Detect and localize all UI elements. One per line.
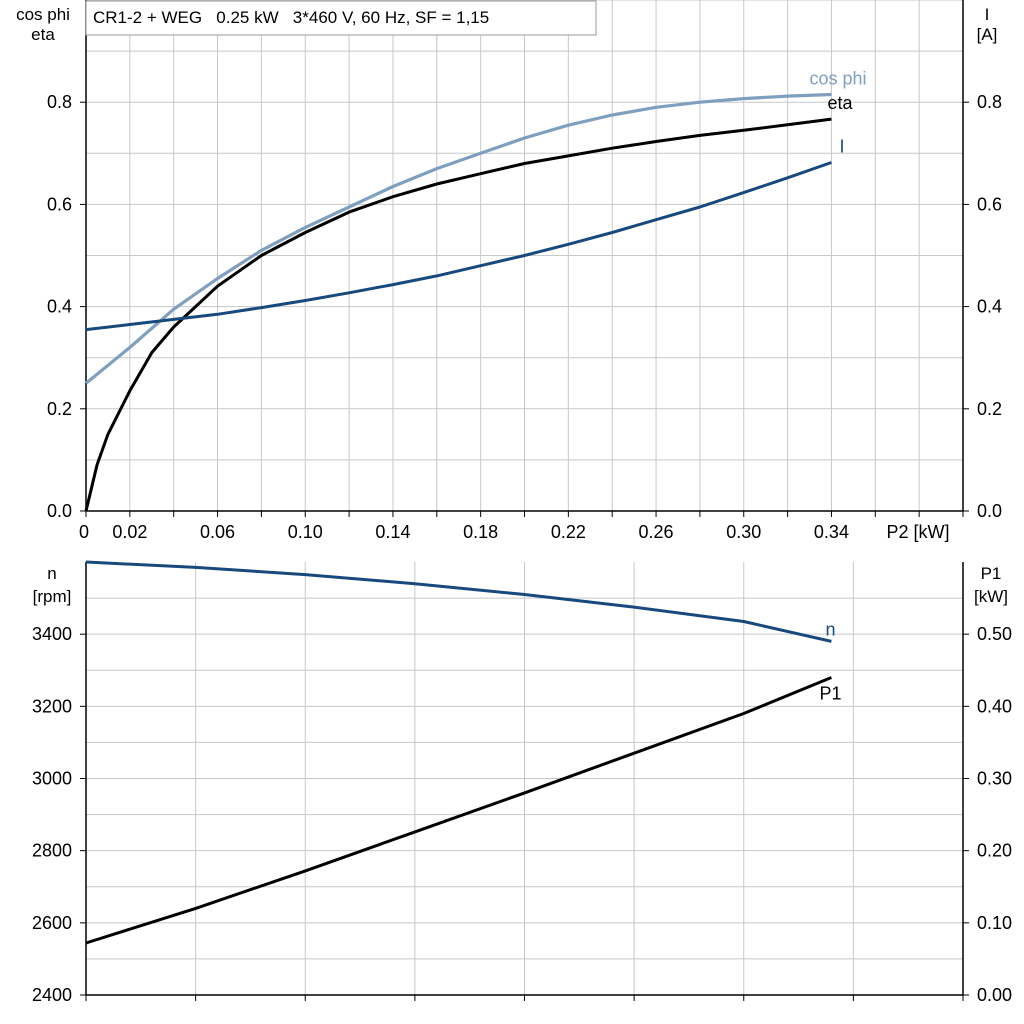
header-box bbox=[85, 0, 597, 36]
top-left-tick-label: 0.4 bbox=[47, 297, 72, 317]
bottom-left-tick-label: 2800 bbox=[32, 841, 72, 861]
top-x-tick-label: 0.34 bbox=[814, 522, 849, 542]
top-right-axis-title-1: I bbox=[985, 5, 990, 24]
top-x-tick-label: 0.30 bbox=[726, 522, 761, 542]
top-right-tick-label: 0.4 bbox=[977, 297, 1002, 317]
top-x-tick-label: 0.22 bbox=[551, 522, 586, 542]
series-line-eta bbox=[84, 117, 832, 512]
top-left-tick-label: 0.2 bbox=[47, 399, 72, 419]
bottom-left-axis-title-1: n bbox=[47, 564, 56, 583]
bottom-right-axis-title-2: [kW] bbox=[974, 587, 1008, 606]
bottom-left-tick-label: 2600 bbox=[32, 913, 72, 933]
series-layer bbox=[84, 92, 832, 945]
series-label-i: I bbox=[839, 136, 844, 156]
bottom-left-tick-label: 3400 bbox=[32, 624, 72, 644]
top-x-tick-label: 0.14 bbox=[375, 522, 410, 542]
top-x-tick-label: 0.10 bbox=[288, 522, 323, 542]
chart-title: CR1-2 + WEG 0.25 kW 3*460 V, 60 Hz, SF =… bbox=[93, 8, 489, 27]
top-x-tick-label: 0.06 bbox=[200, 522, 235, 542]
series-label-p1: P1 bbox=[819, 683, 841, 703]
bottom-right-axis-title-1: P1 bbox=[981, 564, 1002, 583]
top-x-tick-label: 0.26 bbox=[639, 522, 674, 542]
series-label-cos-phi: cos phi bbox=[809, 69, 866, 89]
top-right-tick-label: 0.0 bbox=[977, 501, 1002, 521]
bottom-right-tick-label: 0.20 bbox=[977, 841, 1012, 861]
series-line-p1 bbox=[85, 676, 832, 945]
bottom-right-tick-label: 0.30 bbox=[977, 769, 1012, 789]
bottom-right-tick-label: 0.10 bbox=[977, 913, 1012, 933]
top-x-tick-label: 0.02 bbox=[112, 522, 147, 542]
top-right-axis-title-2: [A] bbox=[977, 25, 998, 44]
top-left-axis-title-2: eta bbox=[31, 25, 55, 44]
axes-layer bbox=[80, 0, 969, 1001]
bottom-left-tick-label: 2400 bbox=[32, 985, 72, 1005]
bottom-left-tick-label: 3200 bbox=[32, 696, 72, 716]
series-line-i bbox=[85, 161, 832, 332]
series-line-cos-phi bbox=[84, 92, 832, 385]
x-axis-title: P2 [kW] bbox=[886, 522, 949, 542]
labels-layer: 0 0.02 0.06 0.10 0.14 0.18 0.22 0.26 0.30 0.34 0.0… bbox=[32, 69, 1012, 1005]
bottom-right-tick-label: 0.00 bbox=[977, 985, 1012, 1005]
series-label-eta: eta bbox=[827, 93, 853, 113]
top-x-tick-label: 0.18 bbox=[463, 522, 498, 542]
bottom-left-axis-title-2: [rpm] bbox=[33, 587, 72, 606]
top-left-tick-label: 0.6 bbox=[47, 194, 72, 214]
series-label-n: n bbox=[825, 619, 835, 639]
bottom-right-tick-label: 0.40 bbox=[977, 696, 1012, 716]
top-x-tick-label: 0 bbox=[79, 522, 89, 542]
grid-layer bbox=[86, 0, 963, 995]
top-left-axis-title-1: cos phi bbox=[16, 5, 70, 24]
top-left-tick-label: 0.0 bbox=[47, 501, 72, 521]
top-right-tick-label: 0.6 bbox=[977, 194, 1002, 214]
top-right-tick-label: 0.2 bbox=[977, 399, 1002, 419]
top-left-tick-label: 0.8 bbox=[47, 92, 72, 112]
bottom-right-tick-label: 0.50 bbox=[977, 624, 1012, 644]
bottom-left-tick-label: 3000 bbox=[32, 769, 72, 789]
series-line-n bbox=[85, 560, 832, 643]
top-right-tick-label: 0.8 bbox=[977, 92, 1002, 112]
